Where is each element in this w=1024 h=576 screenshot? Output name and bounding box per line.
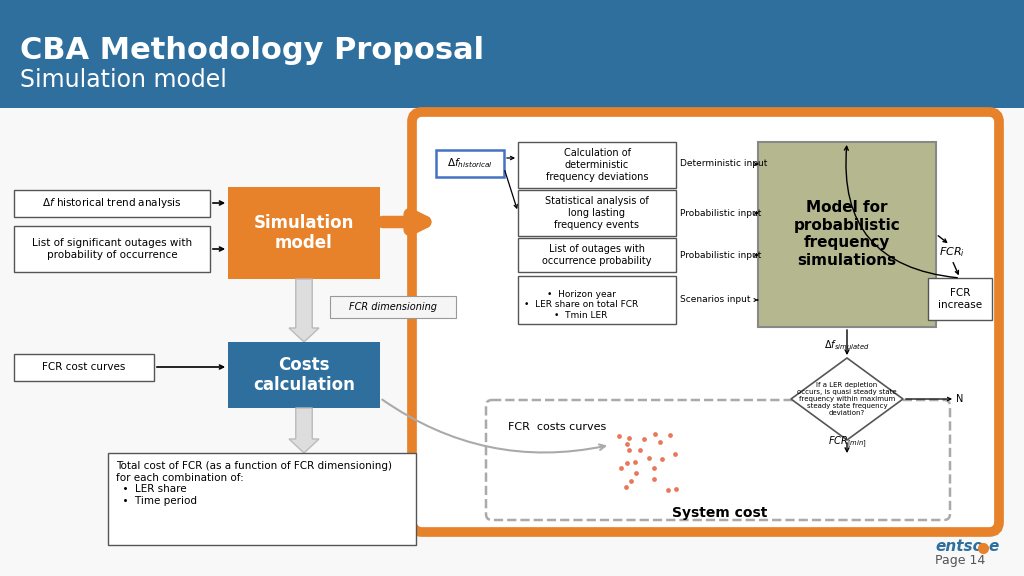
Text: Calculation of
deterministic
frequency deviations: Calculation of deterministic frequency d…: [546, 149, 648, 181]
Text: List of outages with
occurrence probability: List of outages with occurrence probabil…: [543, 244, 651, 266]
FancyBboxPatch shape: [412, 112, 999, 532]
Point: [652, 438, 669, 447]
FancyBboxPatch shape: [108, 453, 416, 545]
Text: entso: entso: [935, 539, 983, 554]
Text: $FCR_{[min]}$: $FCR_{[min]}$: [827, 434, 866, 450]
Text: List of significant outages with
probability of occurrence: List of significant outages with probabi…: [32, 238, 193, 260]
Text: Model for
probabilistic
frequency
simulations: Model for probabilistic frequency simula…: [794, 200, 900, 268]
Point: [646, 475, 663, 484]
Point: [646, 430, 663, 439]
Text: FCR cost curves: FCR cost curves: [42, 362, 126, 372]
Point: [646, 464, 663, 473]
FancyBboxPatch shape: [14, 354, 154, 381]
Point: [628, 468, 644, 478]
Text: Costs
calculation: Costs calculation: [253, 355, 355, 395]
Text: FCR dimensioning: FCR dimensioning: [349, 302, 437, 312]
Point: [621, 433, 637, 442]
Point: [620, 439, 636, 449]
Text: Probabilistic input: Probabilistic input: [680, 209, 762, 218]
FancyBboxPatch shape: [758, 142, 936, 327]
FancyBboxPatch shape: [928, 278, 992, 320]
FancyBboxPatch shape: [436, 150, 504, 177]
Text: $\Delta f$ historical trend analysis: $\Delta f$ historical trend analysis: [42, 196, 181, 210]
Point: [662, 430, 678, 439]
Text: Total cost of FCR (as a function of FCR dimensioning)
for each combination of:
 : Total cost of FCR (as a function of FCR …: [116, 461, 392, 506]
FancyBboxPatch shape: [14, 226, 210, 272]
Text: •  Horizon year
•  LER share on total FCR
•  Tmin LER: • Horizon year • LER share on total FCR …: [524, 290, 638, 320]
Text: System cost: System cost: [673, 506, 768, 520]
Point: [636, 435, 652, 444]
Text: N: N: [956, 394, 964, 404]
Point: [628, 457, 644, 467]
Text: Page 14: Page 14: [935, 554, 985, 567]
FancyBboxPatch shape: [0, 108, 1024, 576]
Point: [611, 431, 628, 441]
Text: Probabilistic input: Probabilistic input: [680, 251, 762, 260]
Polygon shape: [289, 408, 319, 453]
FancyBboxPatch shape: [518, 238, 676, 272]
FancyBboxPatch shape: [0, 0, 1024, 108]
Text: Deterministic input: Deterministic input: [680, 160, 767, 169]
FancyBboxPatch shape: [228, 187, 380, 279]
Text: Statistical analysis of
long lasting
frequency events: Statistical analysis of long lasting fre…: [545, 196, 649, 230]
Text: If a LER depletion
occurs, is quasi steady state
frequency within maximum
steady: If a LER depletion occurs, is quasi stea…: [798, 382, 897, 416]
Point: [641, 454, 657, 463]
FancyBboxPatch shape: [518, 276, 676, 324]
Text: FCR  costs curves: FCR costs curves: [508, 422, 606, 432]
Text: Simulation
model: Simulation model: [254, 214, 354, 252]
Point: [621, 446, 637, 455]
FancyBboxPatch shape: [14, 190, 210, 217]
Point: [659, 486, 676, 495]
Polygon shape: [791, 358, 903, 440]
Text: $FCR_i$: $FCR_i$: [939, 245, 965, 259]
Text: CBA Methodology Proposal: CBA Methodology Proposal: [20, 36, 484, 65]
FancyBboxPatch shape: [330, 296, 456, 318]
Polygon shape: [289, 279, 319, 342]
Point: [667, 449, 683, 458]
FancyBboxPatch shape: [518, 190, 676, 236]
FancyBboxPatch shape: [518, 142, 676, 188]
Text: Simulation model: Simulation model: [20, 68, 227, 92]
Text: Scenarios input: Scenarios input: [680, 295, 751, 305]
Point: [618, 482, 635, 491]
Point: [620, 458, 636, 468]
Text: $\Delta f_{historical}$: $\Delta f_{historical}$: [447, 156, 493, 170]
Point: [623, 476, 639, 485]
Text: $\Delta f_{simulated}$: $\Delta f_{simulated}$: [824, 338, 870, 352]
Text: FCR
increase: FCR increase: [938, 288, 982, 310]
Point: [632, 445, 648, 454]
FancyBboxPatch shape: [228, 342, 380, 408]
Point: [613, 463, 630, 472]
FancyBboxPatch shape: [486, 400, 950, 520]
Point: [668, 484, 684, 494]
Point: [653, 455, 670, 464]
Text: e: e: [988, 539, 998, 554]
